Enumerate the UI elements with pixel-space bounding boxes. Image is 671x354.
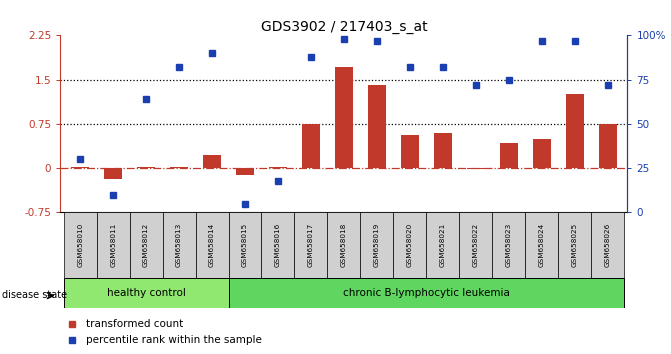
Text: GSM658022: GSM658022	[473, 223, 478, 267]
Bar	[229, 212, 262, 278]
Bar	[401, 135, 419, 168]
Text: disease state: disease state	[2, 290, 67, 299]
Text: GSM658018: GSM658018	[341, 223, 347, 267]
Text: GSM658014: GSM658014	[209, 223, 215, 267]
Bar	[269, 167, 287, 168]
Bar	[426, 212, 459, 278]
Text: GSM658012: GSM658012	[143, 223, 149, 267]
Bar	[104, 168, 122, 179]
Text: GSM658023: GSM658023	[506, 223, 512, 267]
Bar	[525, 212, 558, 278]
Text: GSM658016: GSM658016	[275, 223, 281, 267]
Text: GSM658011: GSM658011	[110, 223, 116, 267]
Bar	[295, 212, 327, 278]
Text: GSM658024: GSM658024	[539, 223, 545, 267]
Bar	[533, 139, 551, 168]
Bar	[558, 212, 591, 278]
Bar	[393, 212, 426, 278]
Bar	[162, 212, 195, 278]
Bar	[64, 278, 229, 308]
Bar	[591, 212, 624, 278]
Text: GSM658010: GSM658010	[77, 223, 83, 267]
Text: GSM658015: GSM658015	[242, 223, 248, 267]
Bar	[368, 85, 386, 168]
Bar	[493, 212, 525, 278]
Text: chronic B-lymphocytic leukemia: chronic B-lymphocytic leukemia	[343, 288, 510, 298]
Bar	[599, 124, 617, 168]
Bar	[229, 278, 624, 308]
Bar	[170, 167, 188, 168]
Bar	[97, 212, 130, 278]
Title: GDS3902 / 217403_s_at: GDS3902 / 217403_s_at	[260, 21, 427, 34]
Text: GSM658013: GSM658013	[176, 223, 182, 267]
Text: GSM658019: GSM658019	[374, 223, 380, 267]
Text: GSM658026: GSM658026	[605, 223, 611, 267]
Bar	[64, 212, 97, 278]
Text: GSM658021: GSM658021	[440, 223, 446, 267]
Bar	[302, 124, 320, 168]
Bar	[203, 155, 221, 168]
Bar	[236, 168, 254, 175]
Bar	[327, 212, 360, 278]
Bar	[130, 212, 162, 278]
Text: healthy control: healthy control	[107, 288, 186, 298]
Bar	[459, 212, 493, 278]
Text: percentile rank within the sample: percentile rank within the sample	[86, 335, 262, 345]
Bar	[566, 95, 584, 168]
Text: GSM658025: GSM658025	[572, 223, 578, 267]
Text: GSM658017: GSM658017	[308, 223, 314, 267]
Bar	[195, 212, 229, 278]
Text: transformed count: transformed count	[86, 319, 183, 329]
Bar	[500, 143, 518, 168]
Bar	[137, 167, 155, 168]
Bar	[335, 67, 353, 168]
Bar	[360, 212, 393, 278]
Bar	[262, 212, 295, 278]
Text: GSM658020: GSM658020	[407, 223, 413, 267]
Bar	[433, 133, 452, 168]
Bar	[71, 167, 89, 168]
Bar	[467, 168, 485, 169]
